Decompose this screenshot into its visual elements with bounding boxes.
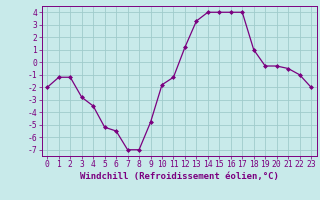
X-axis label: Windchill (Refroidissement éolien,°C): Windchill (Refroidissement éolien,°C) xyxy=(80,172,279,181)
